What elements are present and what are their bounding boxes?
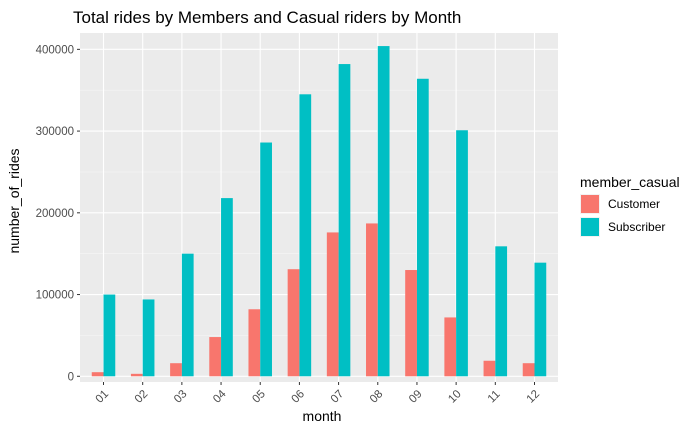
bar-customer-05 [248, 309, 261, 377]
x-tick-label: 04 [211, 388, 229, 406]
bar-customer-08 [366, 223, 378, 377]
bar-subscriber-07 [338, 64, 351, 377]
bar-customer-07 [326, 232, 339, 377]
bar-customer-01 [91, 372, 104, 377]
bar-subscriber-10 [456, 130, 468, 377]
bar-subscriber-01 [103, 294, 116, 377]
x-axis-title: month [303, 408, 342, 424]
chart-title: Total rides by Members and Casual riders… [73, 8, 461, 27]
legend-label-customer: Customer [608, 197, 660, 211]
bar-subscriber-09 [416, 78, 429, 377]
x-tick-label: 06 [290, 388, 308, 406]
x-tick-label: 12 [525, 388, 543, 406]
legend-label-subscriber: Subscriber [608, 220, 665, 234]
bar-customer-11 [483, 360, 496, 377]
bar-customer-02 [130, 373, 143, 377]
x-tick-label: 10 [446, 388, 464, 406]
x-tick-label: 08 [368, 388, 386, 406]
legend-title: member_casual [580, 174, 680, 190]
y-tick-label: 0 [68, 371, 74, 383]
bar-customer-06 [287, 269, 300, 377]
bar-subscriber-12 [534, 262, 547, 377]
y-tick-label: 200000 [36, 208, 74, 220]
bar-subscriber-05 [260, 142, 272, 377]
bar-customer-04 [209, 337, 222, 377]
panel-background [80, 33, 558, 382]
legend-swatch-customer [581, 195, 599, 213]
bar-customer-03 [170, 363, 182, 377]
plot-panel [80, 33, 558, 382]
bar-subscriber-04 [221, 198, 233, 377]
y-tick-label: 400000 [36, 44, 74, 56]
bar-subscriber-02 [142, 299, 155, 377]
x-tick-label: 02 [133, 388, 151, 406]
x-tick-label: 05 [250, 388, 268, 406]
bar-subscriber-08 [377, 46, 390, 377]
bar-customer-09 [405, 270, 417, 377]
x-tick-label: 11 [486, 388, 503, 405]
bar-subscriber-11 [495, 246, 508, 377]
legend: member_casual Customer Subscriber [580, 174, 680, 237]
x-tick-label: 03 [172, 388, 190, 406]
x-tick-label: 09 [407, 388, 425, 406]
y-axis-title: number_of_rides [6, 148, 22, 253]
y-tick-label: 100000 [36, 290, 74, 302]
bar-customer-10 [444, 317, 457, 377]
bar-subscriber-03 [181, 253, 194, 377]
x-tick-label: 07 [329, 388, 347, 406]
legend-swatch-subscriber [581, 218, 599, 236]
bar-customer-12 [522, 363, 535, 377]
y-tick-label: 300000 [36, 126, 74, 138]
x-tick-label: 01 [94, 388, 112, 406]
bar-subscriber-06 [299, 94, 312, 377]
